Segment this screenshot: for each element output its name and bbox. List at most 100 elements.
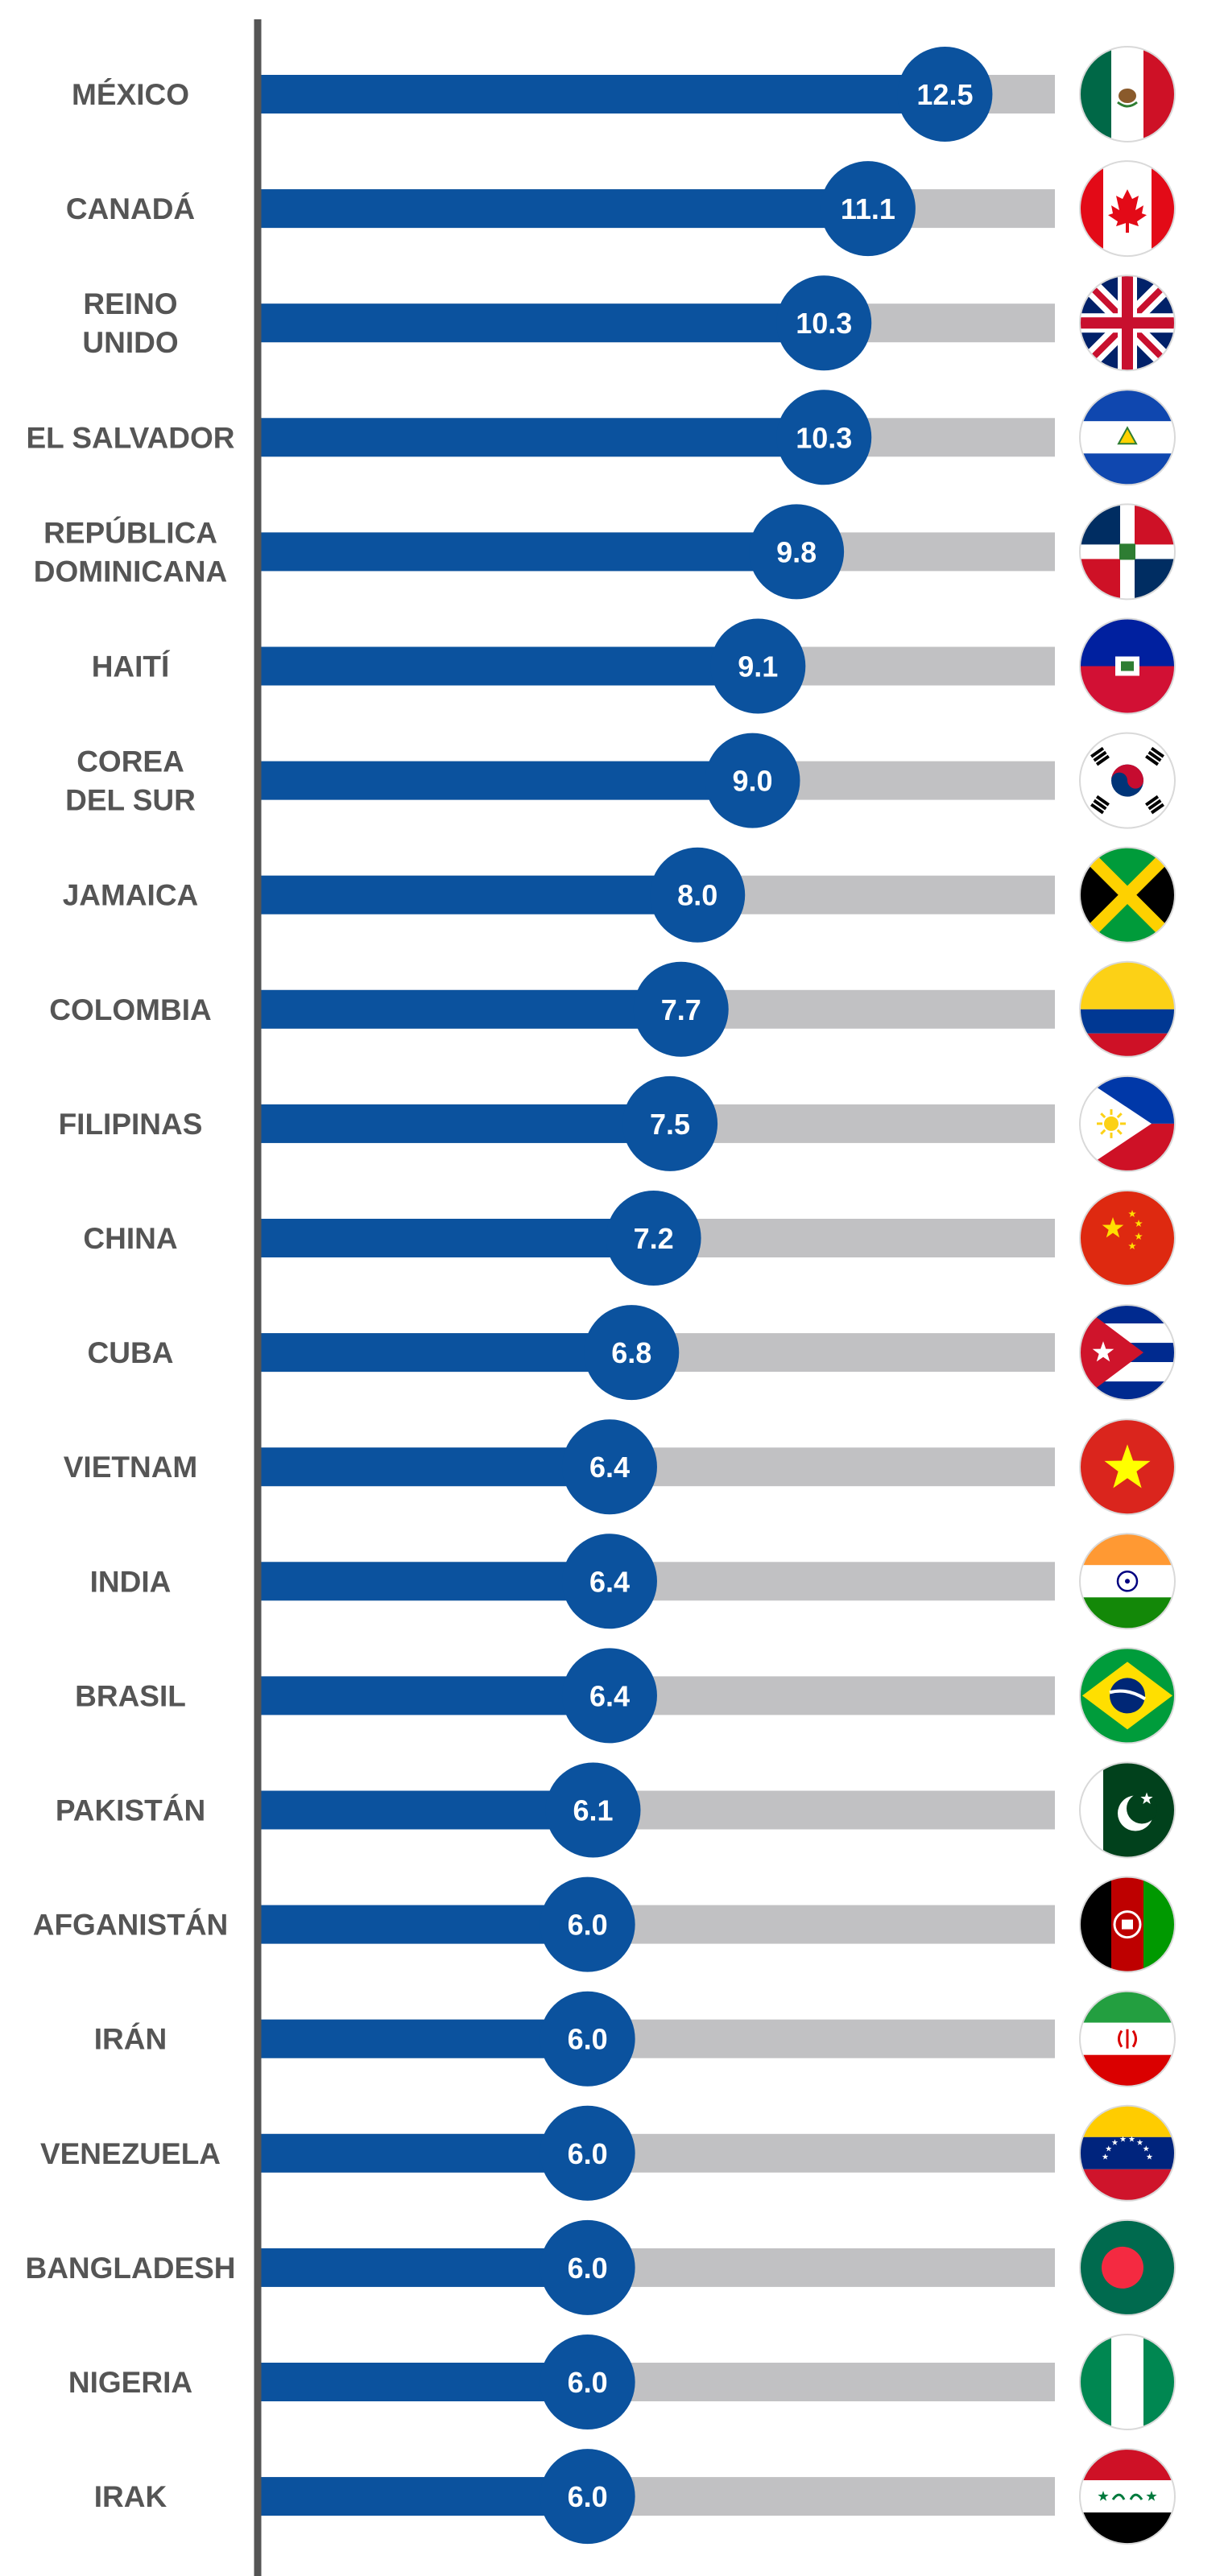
bar: [258, 646, 759, 686]
bar: [258, 75, 945, 114]
bar: [258, 2363, 588, 2401]
venezuela-flag-icon: [1079, 2104, 1176, 2202]
bar: [258, 1676, 610, 1715]
value-bubble: [561, 1419, 657, 1515]
brazil-flag-icon: [1079, 1647, 1176, 1744]
dominican-republic-flag-icon: [1079, 503, 1176, 601]
country-label: AFGANISTÁN: [33, 1909, 229, 1942]
value-label: 10.3: [796, 421, 852, 454]
bar: [258, 1905, 588, 1944]
value-label: 7.5: [650, 1108, 690, 1141]
country-label: BRASIL: [75, 1679, 186, 1712]
south-korea-flag-icon: [1079, 732, 1176, 829]
philippines-flag-icon: [1079, 1075, 1176, 1172]
country-label: PAKISTÁN: [56, 1794, 205, 1827]
country-label: VENEZUELA: [40, 2137, 221, 2170]
cuba-flag-icon: [1079, 1304, 1176, 1402]
value-label: 6.0: [568, 1909, 608, 1942]
value-label: 8.0: [677, 879, 717, 912]
value-label: 6.0: [568, 2023, 608, 2056]
value-bubble: [561, 1534, 657, 1629]
colombia-flag-icon: [1079, 960, 1176, 1058]
country-label: FILIPINAS: [59, 1108, 203, 1141]
value-label: 6.4: [589, 1679, 630, 1712]
value-bubble: [584, 1305, 680, 1401]
value-bubble: [540, 2105, 635, 2201]
value-bubble: [540, 2334, 635, 2429]
value-bubble: [749, 504, 845, 600]
china-flag-icon: [1079, 1190, 1176, 1286]
value-label: 6.1: [573, 1794, 613, 1827]
canada-flag-icon: [1079, 160, 1176, 258]
value-label: 7.7: [661, 993, 701, 1026]
country-label: CHINA: [83, 1222, 177, 1255]
value-label: 7.2: [634, 1222, 674, 1255]
value-bubble: [540, 2219, 635, 2315]
bar: [258, 1562, 610, 1601]
value-label: 6.0: [568, 2366, 608, 2399]
afghanistan-flag-icon: [1079, 1876, 1176, 1973]
el-salvador-flag-icon: [1079, 389, 1176, 486]
bar: [258, 875, 698, 914]
bar: [258, 1219, 654, 1257]
value-bubble: [540, 2449, 635, 2545]
mexico-flag-icon: [1079, 46, 1176, 142]
bar: [258, 1104, 671, 1143]
country-label: VIETNAM: [64, 1451, 198, 1484]
value-bubble: [622, 1075, 718, 1171]
value-bubble: [820, 161, 916, 257]
country-label: BANGLADESH: [25, 2252, 235, 2285]
value-label: 9.8: [776, 535, 817, 568]
bar: [258, 418, 825, 457]
pakistan-flag-icon: [1079, 1761, 1176, 1859]
value-bubble: [540, 1991, 635, 2087]
value-label: 9.1: [738, 650, 778, 683]
value-bubble: [606, 1191, 701, 1286]
united-kingdom-flag-icon: [1079, 275, 1176, 372]
bar: [258, 1333, 632, 1373]
bar: [258, 989, 681, 1029]
haiti-flag-icon: [1079, 617, 1176, 715]
bar: [258, 761, 753, 800]
country-label: HAITÍ: [92, 650, 171, 683]
value-label: 12.5: [916, 78, 973, 111]
value-bubble: [710, 618, 806, 714]
value-bubble: [545, 1762, 641, 1858]
vietnam-flag-icon: [1079, 1418, 1176, 1516]
bar: [258, 1447, 610, 1487]
country-label: MÉXICO: [72, 78, 189, 111]
value-label: 6.4: [589, 1451, 630, 1484]
country-label: IRÁN: [94, 2023, 167, 2056]
bar: [258, 2248, 588, 2287]
value-label: 6.0: [568, 2137, 608, 2170]
value-bubble: [650, 847, 746, 943]
country-label: COREA DEL SUR: [65, 745, 196, 817]
bar: [258, 2133, 588, 2173]
bar: [258, 303, 825, 343]
value-bubble: [897, 47, 993, 142]
value-bubble: [776, 390, 872, 485]
value-label: 11.1: [841, 192, 895, 225]
value-label: 10.3: [796, 307, 852, 340]
value-bubble: [776, 275, 872, 371]
bar: [258, 2019, 588, 2058]
country-label: CUBA: [88, 1336, 174, 1369]
bar: [258, 1790, 593, 1830]
bar: [258, 2477, 588, 2516]
iran-flag-icon: [1079, 1990, 1176, 2087]
country-label: NIGERIA: [68, 2366, 192, 2399]
country-label: REPÚBLICA DOMINICANA: [34, 515, 227, 588]
country-label: IRAK: [94, 2480, 167, 2513]
value-label: 6.0: [568, 2480, 608, 2513]
country-label: JAMAICA: [63, 879, 199, 912]
value-label: 6.8: [611, 1336, 651, 1369]
iraq-flag-icon: [1079, 2448, 1176, 2545]
bar: [258, 189, 868, 229]
value-bubble: [705, 733, 800, 828]
bar: [258, 532, 797, 572]
value-label: 9.0: [732, 765, 772, 798]
country-label: COLOMBIA: [49, 993, 211, 1026]
value-label: 6.0: [568, 2252, 608, 2285]
country-label: EL SALVADOR: [26, 421, 234, 454]
